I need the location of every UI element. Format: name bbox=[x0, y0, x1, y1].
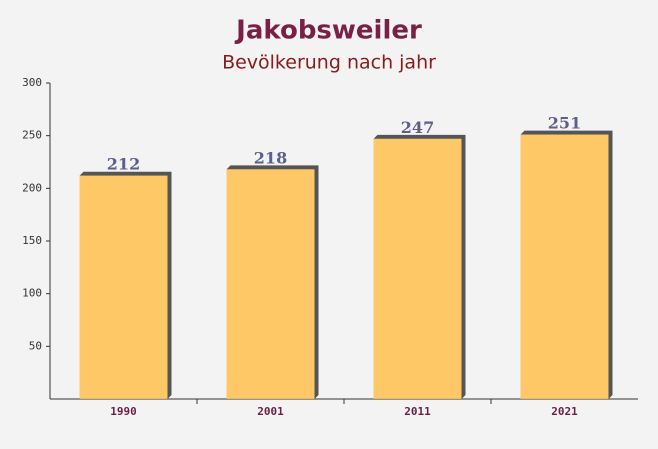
value-label: 218 bbox=[254, 148, 287, 167]
y-tick-label: 50 bbox=[29, 339, 42, 352]
x-tick-label: 1990 bbox=[110, 405, 137, 418]
value-label: 212 bbox=[107, 155, 140, 174]
bar bbox=[520, 134, 609, 399]
value-label: 251 bbox=[548, 114, 581, 133]
y-tick-label: 150 bbox=[22, 234, 42, 247]
y-tick-label: 300 bbox=[22, 76, 42, 89]
chart-title: Jakobsweiler bbox=[234, 16, 422, 46]
y-tick-label: 100 bbox=[22, 287, 42, 300]
y-tick-label: 250 bbox=[22, 129, 42, 142]
x-tick-label: 2001 bbox=[257, 405, 284, 418]
x-tick-label: 2011 bbox=[404, 405, 431, 418]
x-tick-label: 2021 bbox=[551, 405, 578, 418]
bar bbox=[226, 169, 315, 399]
bar bbox=[79, 175, 168, 399]
bar bbox=[373, 138, 462, 399]
chart-subtitle: Bevölkerung nach jahr bbox=[222, 52, 436, 74]
value-label: 247 bbox=[401, 118, 434, 137]
y-tick-label: 200 bbox=[22, 181, 42, 194]
